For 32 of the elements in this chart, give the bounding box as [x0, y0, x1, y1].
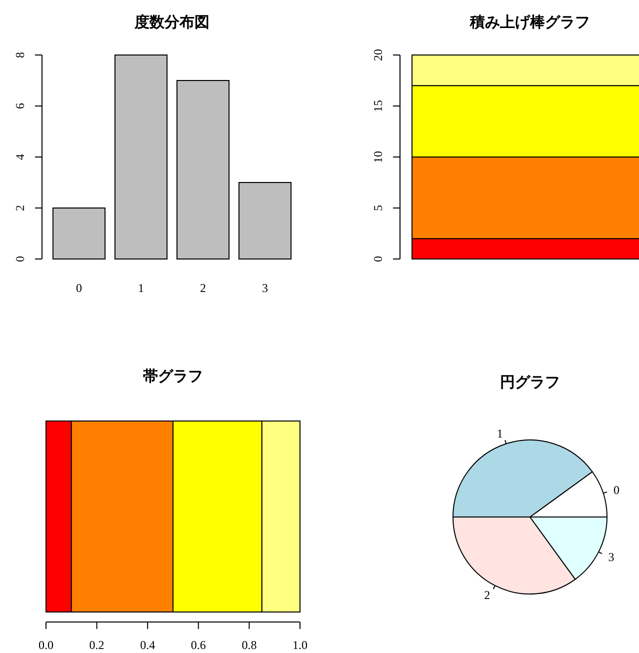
y-tick-label: 2: [13, 205, 27, 211]
x-tick-label: 0.8: [242, 638, 257, 652]
slice-label: 1: [496, 426, 503, 441]
chart-title: 円グラフ: [500, 374, 560, 391]
y-tick-label: 15: [371, 100, 385, 112]
y-tick-label: 0: [371, 256, 385, 262]
y-tick-label: 6: [13, 103, 27, 109]
bar: [238, 182, 292, 260]
chart-title: 帯グラフ: [143, 368, 203, 385]
slice-label: 3: [608, 550, 614, 564]
bar: [52, 208, 106, 260]
y-tick-label: 4: [13, 154, 27, 160]
x-tick-label: 0: [76, 281, 82, 295]
x-tick-label: 0.2: [89, 638, 104, 652]
bar: [114, 54, 168, 260]
x-tick-label: 1.0: [292, 638, 308, 652]
y-tick-label: 8: [13, 52, 27, 58]
y-tick-label: 5: [371, 205, 385, 211]
chart-title: 度数分布図: [134, 13, 210, 31]
x-tick-label: 2: [200, 281, 206, 295]
y-tick-label: 0: [13, 256, 27, 262]
x-tick-label: 1: [138, 281, 144, 295]
y-tick-label: 10: [371, 151, 385, 163]
x-tick-label: 0.0: [38, 638, 54, 652]
x-tick-label: 0.6: [190, 638, 206, 652]
x-tick-label: 3: [262, 281, 268, 295]
slice-label: 2: [484, 588, 490, 602]
chart-title: 積み上げ棒グラフ: [469, 14, 590, 31]
y-tick-label: 20: [371, 49, 385, 61]
slice-label: 0: [613, 482, 620, 497]
bar: [176, 80, 230, 260]
x-tick-label: 0.4: [140, 638, 156, 652]
